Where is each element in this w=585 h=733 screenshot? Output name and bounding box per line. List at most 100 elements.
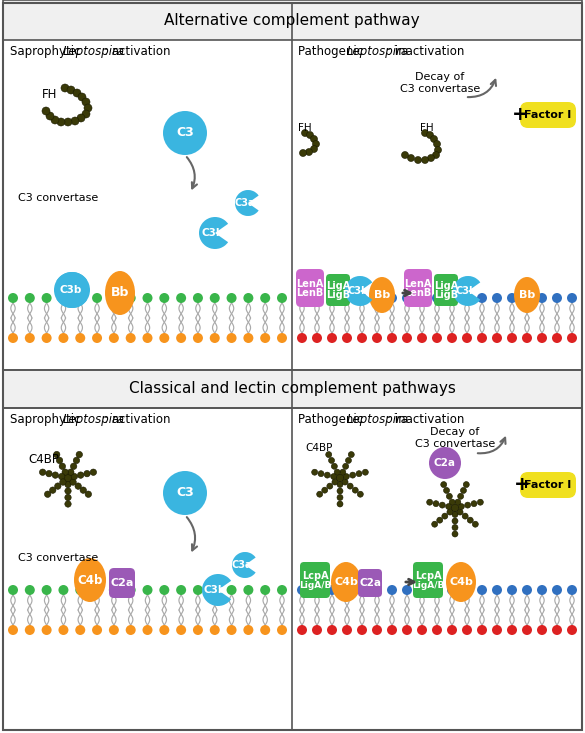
- Text: C3b: C3b: [347, 286, 369, 296]
- Text: C3a: C3a: [235, 198, 255, 208]
- Text: : inactivation: : inactivation: [387, 413, 465, 426]
- Circle shape: [342, 479, 348, 485]
- Text: LigA/B: LigA/B: [412, 581, 444, 589]
- Circle shape: [458, 504, 464, 509]
- Circle shape: [362, 469, 369, 475]
- Circle shape: [347, 483, 353, 489]
- Circle shape: [84, 104, 92, 112]
- Circle shape: [126, 333, 136, 343]
- Text: LigA: LigA: [434, 281, 458, 291]
- Circle shape: [432, 521, 438, 527]
- Circle shape: [342, 333, 352, 343]
- Circle shape: [92, 625, 102, 635]
- Text: Leptospira: Leptospira: [347, 413, 409, 426]
- Text: Leptospira: Leptospira: [347, 45, 409, 58]
- Circle shape: [537, 293, 547, 303]
- Circle shape: [322, 487, 328, 493]
- Circle shape: [305, 149, 312, 155]
- Circle shape: [77, 472, 84, 479]
- Circle shape: [159, 293, 169, 303]
- Circle shape: [159, 585, 169, 595]
- Circle shape: [301, 130, 308, 136]
- Circle shape: [73, 457, 80, 464]
- Circle shape: [62, 469, 68, 475]
- Circle shape: [327, 585, 337, 595]
- Circle shape: [8, 293, 18, 303]
- Circle shape: [432, 293, 442, 303]
- Text: LigB: LigB: [326, 290, 350, 300]
- Circle shape: [90, 469, 97, 476]
- Text: C4b: C4b: [334, 577, 358, 587]
- Circle shape: [126, 585, 136, 595]
- Circle shape: [457, 509, 463, 515]
- Circle shape: [447, 585, 457, 595]
- Circle shape: [428, 155, 435, 161]
- Circle shape: [65, 494, 71, 501]
- Circle shape: [53, 452, 60, 458]
- Circle shape: [70, 463, 77, 470]
- Circle shape: [297, 585, 307, 595]
- Circle shape: [70, 479, 76, 485]
- Circle shape: [25, 293, 35, 303]
- Circle shape: [343, 474, 349, 479]
- Circle shape: [60, 479, 66, 485]
- FancyBboxPatch shape: [326, 274, 350, 306]
- Circle shape: [75, 333, 85, 343]
- Circle shape: [507, 625, 517, 635]
- Circle shape: [65, 501, 71, 507]
- Circle shape: [80, 487, 87, 493]
- Circle shape: [408, 155, 415, 161]
- Circle shape: [57, 118, 65, 126]
- Circle shape: [462, 585, 472, 595]
- Circle shape: [226, 625, 236, 635]
- Text: LigA/B: LigA/B: [299, 581, 331, 589]
- Circle shape: [210, 293, 220, 303]
- Circle shape: [507, 585, 517, 595]
- Circle shape: [462, 333, 472, 343]
- Circle shape: [243, 293, 253, 303]
- Circle shape: [260, 333, 270, 343]
- Text: C4BP: C4BP: [28, 453, 59, 466]
- Circle shape: [159, 333, 169, 343]
- Circle shape: [348, 452, 355, 457]
- Circle shape: [327, 625, 337, 635]
- Text: C3a: C3a: [232, 560, 252, 570]
- FancyBboxPatch shape: [520, 102, 576, 128]
- Circle shape: [58, 585, 68, 595]
- Circle shape: [334, 469, 340, 475]
- Text: : activation: : activation: [104, 45, 170, 58]
- Circle shape: [226, 333, 236, 343]
- Circle shape: [337, 488, 343, 494]
- Text: Classical and lectin complement pathways: Classical and lectin complement pathways: [129, 381, 456, 397]
- Text: LigB: LigB: [434, 290, 458, 300]
- Circle shape: [76, 452, 82, 458]
- Circle shape: [312, 141, 319, 147]
- Text: C4b: C4b: [449, 577, 473, 587]
- Circle shape: [433, 501, 439, 507]
- Text: C3 convertase: C3 convertase: [18, 193, 98, 203]
- Circle shape: [109, 293, 119, 303]
- Text: C2a: C2a: [359, 578, 381, 588]
- Circle shape: [522, 585, 532, 595]
- Circle shape: [193, 333, 203, 343]
- Circle shape: [492, 333, 502, 343]
- Text: Saprophytic: Saprophytic: [10, 413, 84, 426]
- Circle shape: [372, 333, 382, 343]
- Bar: [3, 40, 292, 370]
- Circle shape: [449, 499, 455, 505]
- Text: Bb: Bb: [519, 290, 535, 300]
- Circle shape: [435, 147, 442, 153]
- Ellipse shape: [74, 558, 106, 602]
- Circle shape: [65, 482, 71, 487]
- Circle shape: [327, 333, 337, 343]
- Circle shape: [329, 457, 335, 463]
- Circle shape: [402, 333, 412, 343]
- Bar: [3, 0, 582, 40]
- Circle shape: [457, 493, 464, 499]
- Circle shape: [58, 474, 65, 480]
- Text: LenA: LenA: [297, 279, 324, 289]
- Circle shape: [477, 293, 487, 303]
- Circle shape: [243, 625, 253, 635]
- Text: : activation: : activation: [104, 413, 170, 426]
- Circle shape: [226, 585, 236, 595]
